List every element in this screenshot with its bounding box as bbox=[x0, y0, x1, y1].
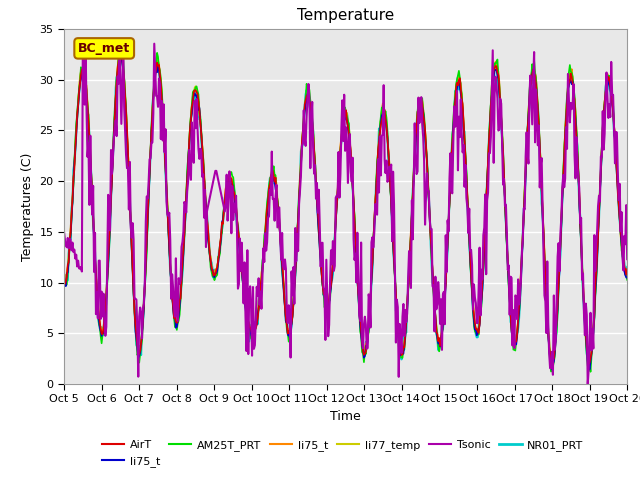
Text: BC_met: BC_met bbox=[78, 42, 131, 55]
Title: Temperature: Temperature bbox=[297, 9, 394, 24]
Y-axis label: Temperatures (C): Temperatures (C) bbox=[21, 152, 34, 261]
X-axis label: Time: Time bbox=[330, 410, 361, 423]
Legend: AirT, li75_t, AM25T_PRT, li75_t, li77_temp, Tsonic, NR01_PRT: AirT, li75_t, AM25T_PRT, li75_t, li77_te… bbox=[98, 436, 588, 471]
